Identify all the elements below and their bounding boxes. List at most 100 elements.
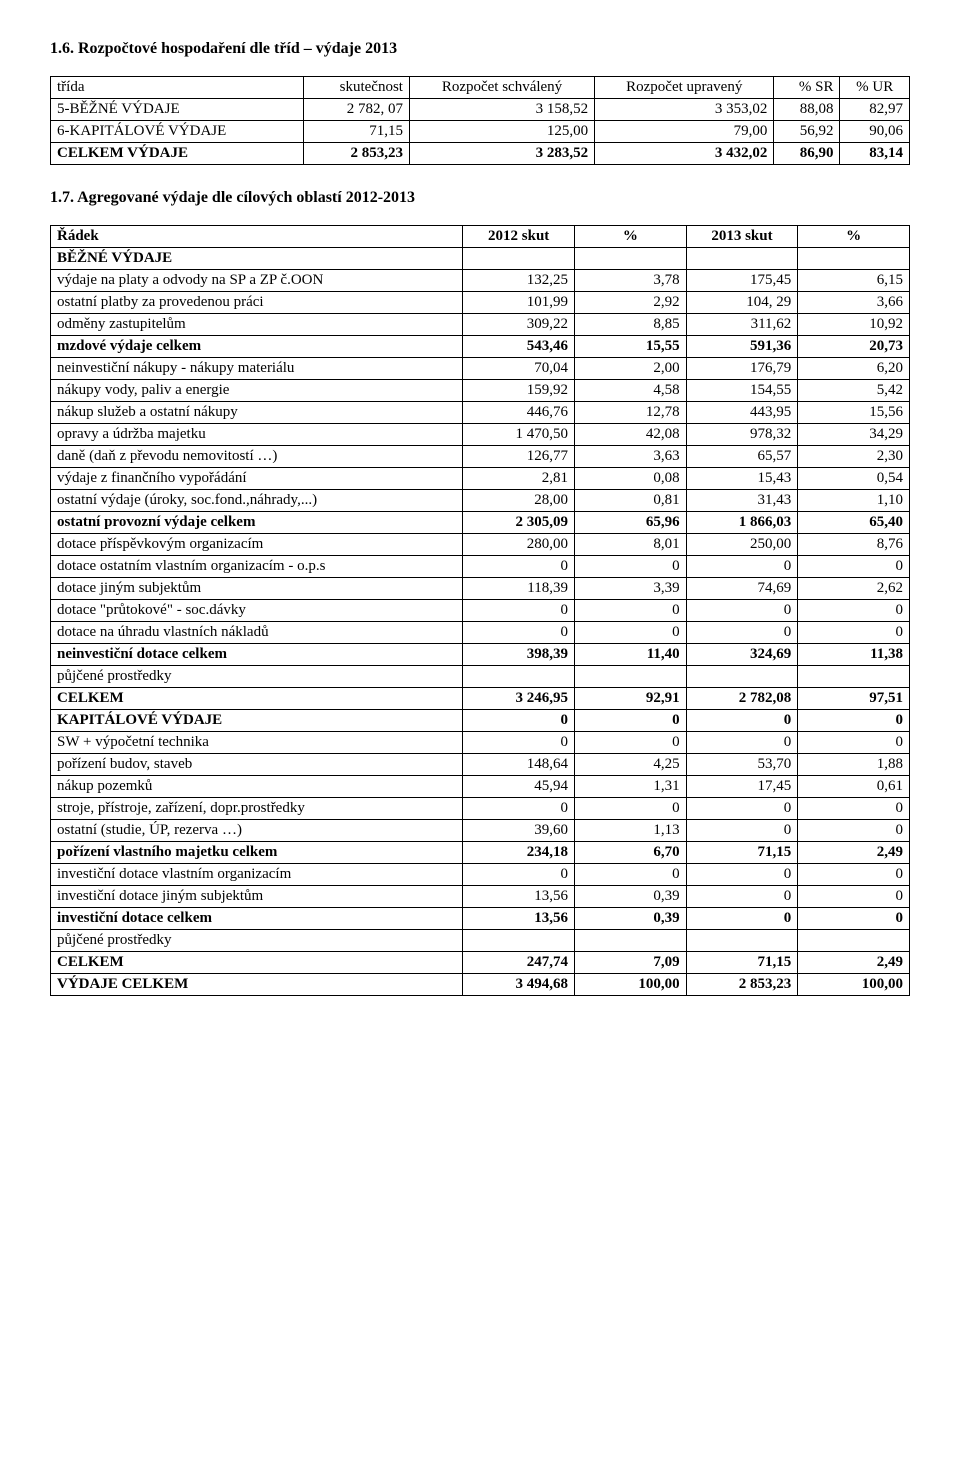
cell-value bbox=[574, 248, 686, 270]
cell-value: 3 158,52 bbox=[409, 99, 594, 121]
cell-value: 3,78 bbox=[574, 270, 686, 292]
row-label: výdaje z finančního vypořádání bbox=[51, 468, 463, 490]
cell-value: 0 bbox=[463, 710, 575, 732]
table-row: stroje, přístroje, zařízení, dopr.prostř… bbox=[51, 798, 910, 820]
cell-value: 2 853,23 bbox=[304, 143, 410, 165]
table-row: 6-KAPITÁLOVÉ VÝDAJE71,15125,0079,0056,92… bbox=[51, 121, 910, 143]
table-row: pořízení budov, staveb148,644,2553,701,8… bbox=[51, 754, 910, 776]
cell-value: 100,00 bbox=[798, 974, 910, 996]
cell-value: 0,39 bbox=[574, 908, 686, 930]
cell-value: 148,64 bbox=[463, 754, 575, 776]
table-row: VÝDAJE CELKEM3 494,68100,002 853,23100,0… bbox=[51, 974, 910, 996]
cell-value: 97,51 bbox=[798, 688, 910, 710]
cell-value: 4,58 bbox=[574, 380, 686, 402]
cell-value: 3,66 bbox=[798, 292, 910, 314]
cell-value: 2,81 bbox=[463, 468, 575, 490]
cell-value: 443,95 bbox=[686, 402, 798, 424]
cell-value: 3 283,52 bbox=[409, 143, 594, 165]
cell-value: 6,70 bbox=[574, 842, 686, 864]
row-label: nákup služeb a ostatní nákupy bbox=[51, 402, 463, 424]
row-label: opravy a údržba majetku bbox=[51, 424, 463, 446]
row-label: neinvestiční dotace celkem bbox=[51, 644, 463, 666]
cell-value: 39,60 bbox=[463, 820, 575, 842]
cell-value: 74,69 bbox=[686, 578, 798, 600]
cell-value: 0 bbox=[686, 622, 798, 644]
row-label: investiční dotace jiným subjektům bbox=[51, 886, 463, 908]
row-label: ostatní platby za provedenou práci bbox=[51, 292, 463, 314]
cell-value: 2,92 bbox=[574, 292, 686, 314]
row-label: nákup pozemků bbox=[51, 776, 463, 798]
cell-value: 309,22 bbox=[463, 314, 575, 336]
cell-value bbox=[463, 930, 575, 952]
cell-value: 250,00 bbox=[686, 534, 798, 556]
cell-value: 15,43 bbox=[686, 468, 798, 490]
cell-value bbox=[574, 666, 686, 688]
cell-value: 34,29 bbox=[798, 424, 910, 446]
cell-value: 56,92 bbox=[774, 121, 840, 143]
t1-h-adjusted: Rozpočet upravený bbox=[595, 77, 774, 99]
cell-value: 0 bbox=[686, 908, 798, 930]
cell-value: 2,00 bbox=[574, 358, 686, 380]
row-label: SW + výpočetní technika bbox=[51, 732, 463, 754]
cell-value: 0 bbox=[574, 622, 686, 644]
table-row: odměny zastupitelům309,228,85311,6210,92 bbox=[51, 314, 910, 336]
table-row: dotace ostatním vlastním organizacím - o… bbox=[51, 556, 910, 578]
cell-value: 0 bbox=[463, 622, 575, 644]
cell-value: 15,56 bbox=[798, 402, 910, 424]
row-label: odměny zastupitelům bbox=[51, 314, 463, 336]
table-row: půjčené prostředky bbox=[51, 666, 910, 688]
cell-value: 1,88 bbox=[798, 754, 910, 776]
cell-value: 6,20 bbox=[798, 358, 910, 380]
cell-value: 0 bbox=[686, 556, 798, 578]
cell-value: 126,77 bbox=[463, 446, 575, 468]
row-label: dotace "průtokové" - soc.dávky bbox=[51, 600, 463, 622]
t1-h-actual: skutečnost bbox=[304, 77, 410, 99]
table-row: investiční dotace celkem13,560,3900 bbox=[51, 908, 910, 930]
table-row: opravy a údržba majetku1 470,5042,08978,… bbox=[51, 424, 910, 446]
t1-h-pct-sr: % SR bbox=[774, 77, 840, 99]
table-row: investiční dotace vlastním organizacím00… bbox=[51, 864, 910, 886]
cell-value: 0 bbox=[798, 732, 910, 754]
cell-value: 45,94 bbox=[463, 776, 575, 798]
cell-value: 543,46 bbox=[463, 336, 575, 358]
row-label: KAPITÁLOVÉ VÝDAJE bbox=[51, 710, 463, 732]
cell-value: 0 bbox=[463, 798, 575, 820]
cell-value: 280,00 bbox=[463, 534, 575, 556]
row-label: stroje, přístroje, zařízení, dopr.prostř… bbox=[51, 798, 463, 820]
cell-value: 90,06 bbox=[840, 121, 910, 143]
row-label: mzdové výdaje celkem bbox=[51, 336, 463, 358]
cell-value: 1,10 bbox=[798, 490, 910, 512]
table-row: ostatní (studie, ÚP, rezerva …)39,601,13… bbox=[51, 820, 910, 842]
t1-h-class: třída bbox=[51, 77, 304, 99]
section-1-6-title: 1.6. Rozpočtové hospodaření dle tříd – v… bbox=[50, 40, 910, 58]
cell-value: 6,15 bbox=[798, 270, 910, 292]
cell-value: 247,74 bbox=[463, 952, 575, 974]
cell-value: 71,15 bbox=[304, 121, 410, 143]
cell-value: 70,04 bbox=[463, 358, 575, 380]
cell-value: 0 bbox=[574, 600, 686, 622]
cell-value: 0 bbox=[798, 886, 910, 908]
table-row: 5-BĚŽNÉ VÝDAJE2 782, 073 158,523 353,028… bbox=[51, 99, 910, 121]
table-row: daně (daň z převodu nemovitostí …)126,77… bbox=[51, 446, 910, 468]
cell-value: 0 bbox=[574, 556, 686, 578]
cell-value: 101,99 bbox=[463, 292, 575, 314]
cell-value bbox=[463, 666, 575, 688]
row-label: investiční dotace celkem bbox=[51, 908, 463, 930]
cell-value bbox=[463, 248, 575, 270]
row-label: půjčené prostředky bbox=[51, 930, 463, 952]
cell-value: 132,25 bbox=[463, 270, 575, 292]
cell-value: 0 bbox=[798, 710, 910, 732]
cell-value: 0 bbox=[574, 864, 686, 886]
cell-value: 398,39 bbox=[463, 644, 575, 666]
row-label: dotace jiným subjektům bbox=[51, 578, 463, 600]
table-row: dotace jiným subjektům118,393,3974,692,6… bbox=[51, 578, 910, 600]
row-label: CELKEM bbox=[51, 688, 463, 710]
cell-value: 13,56 bbox=[463, 886, 575, 908]
table-row: nákupy vody, paliv a energie159,924,5815… bbox=[51, 380, 910, 402]
cell-value: 53,70 bbox=[686, 754, 798, 776]
cell-value: 0 bbox=[574, 798, 686, 820]
table-row: KAPITÁLOVÉ VÝDAJE0000 bbox=[51, 710, 910, 732]
cell-value: 0 bbox=[686, 710, 798, 732]
table-row: výdaje na platy a odvody na SP a ZP č.OO… bbox=[51, 270, 910, 292]
t2-h-2012: 2012 skut bbox=[463, 226, 575, 248]
